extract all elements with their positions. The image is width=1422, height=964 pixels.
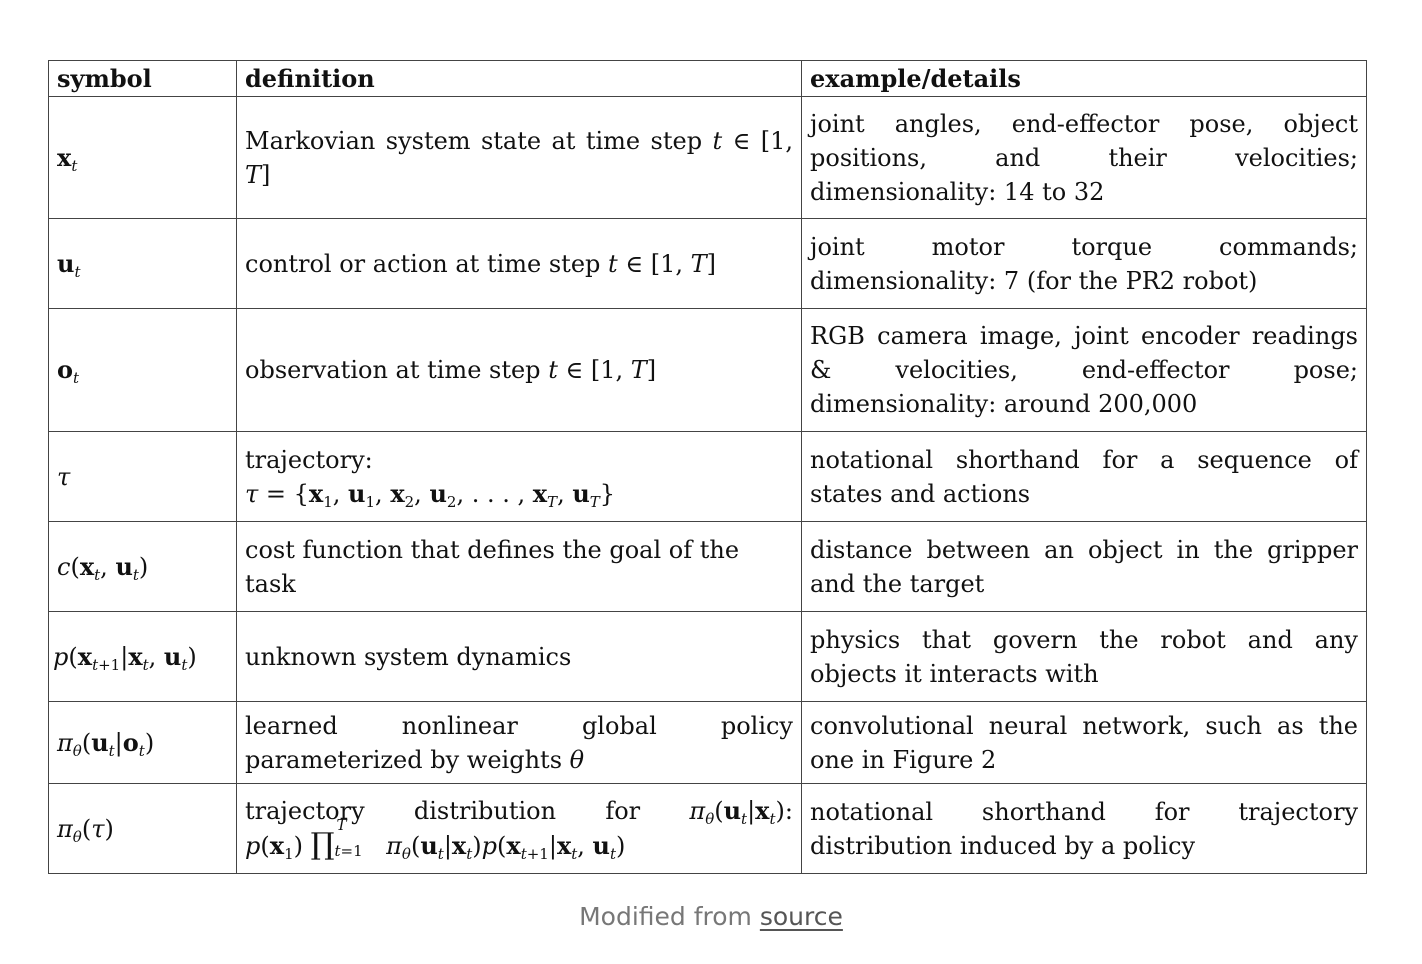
caption-prefix: Modified from [579,902,760,931]
definition-cell: trajectory distribution for πθ(ut|xt): p… [236,783,802,874]
table-row: ut control or action at time step t ∈ [1… [48,218,1367,309]
definition-word: distribution [413,797,557,825]
figure-caption: Modified from source [0,902,1422,931]
table-row: ot observation at time step t ∈ [1, T] R… [48,308,1367,432]
symbol-cell: c(xt, ut) [48,521,237,612]
details-cell: distance between an object in the grippe… [801,521,1367,612]
symbol-cell: πθ(τ) [48,783,237,874]
header-example-details: example/details [801,60,1367,97]
definition-first-line: trajectory distribution for πθ(ut|xt): [245,796,793,828]
table-row: xt Markovian system state at time step t… [48,96,1367,219]
source-link[interactable]: source [759,902,843,931]
definition-cell: observation at time step t ∈ [1, T] [236,308,802,432]
symbol-cell: ot [48,308,237,432]
definition-text: trajectory: [245,445,373,474]
symbol-cell: xt [48,96,237,219]
definition-cell: Markovian system state at time step t ∈ … [236,96,802,219]
details-cell: physics that govern the robot and any ob… [801,611,1367,702]
details-cell: notational shorthand for a sequence of s… [801,431,1367,522]
definition-cell: trajectory: τ = {x1, u1, x2, u2, . . . ,… [236,431,802,522]
header-row: symbol definition example/details [48,60,1367,97]
details-cell: joint angles, end-effector pose, object … [801,96,1367,219]
header-definition: definition [236,60,802,97]
table-row: c(xt, ut) cost function that defines the… [48,521,1367,612]
symbol-cell: ut [48,218,237,309]
definition-cell: control or action at time step t ∈ [1, T… [236,218,802,309]
symbol-cell: τ [48,431,237,522]
details-cell: notational shorthand for trajectory dist… [801,783,1367,874]
definition-cell: unknown system dynamics [236,611,802,702]
table-row: πθ(τ) trajectory distribution for πθ(ut|… [48,783,1367,874]
definition-text: learned nonlinear global policy paramete… [245,711,793,774]
details-cell: RGB camera image, joint encoder readings… [801,308,1367,432]
definition-text: Markovian system state at time step [245,126,703,155]
definition-text: control or action at time step [245,249,601,278]
symbol-cell: p(xt+1|xt, ut) [48,611,237,702]
notation-table: symbol definition example/details xt Mar… [48,60,1367,874]
table-row: τ trajectory: τ = {x1, u1, x2, u2, . . .… [48,431,1367,522]
definition-cell: learned nonlinear global policy paramete… [236,701,802,784]
header-symbol: symbol [48,60,237,97]
details-cell: convolutional neural network, such as th… [801,701,1367,784]
definition-word: trajectory [245,797,365,825]
table-row: p(xt+1|xt, ut) unknown system dynamics p… [48,611,1367,702]
definition-cell: cost function that defines the goal of t… [236,521,802,612]
details-cell: joint motor torque commands; dimensional… [801,218,1367,309]
definition-text: observation at time step [245,356,541,384]
symbol-cell: πθ(ut|ot) [48,701,237,784]
definition-word: for [605,797,641,825]
table-row: πθ(ut|ot) learned nonlinear global polic… [48,701,1367,784]
